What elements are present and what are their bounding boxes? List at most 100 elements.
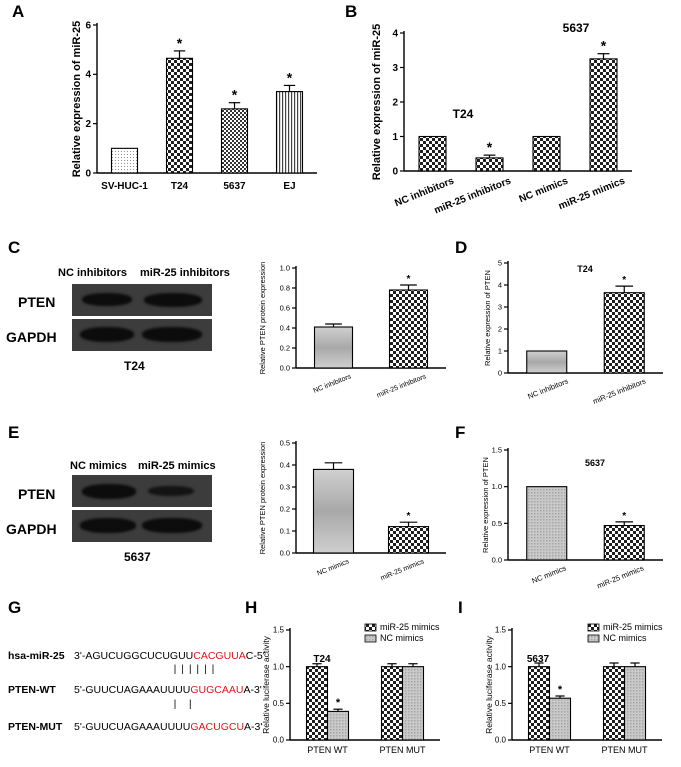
seq-name: PTEN-MUT: [8, 721, 63, 733]
x-tick-label: miR-25 mimics: [380, 558, 426, 582]
blot-lane-label-2: miR-25 inhibitors: [140, 267, 230, 279]
bar: [475, 157, 504, 172]
y-tick-label: 1: [392, 132, 398, 143]
x-tick-label: NC mimics: [316, 558, 350, 577]
seq-seed: GUGCAAU: [190, 684, 244, 696]
blot-lane-label-1: NC mimics: [70, 460, 127, 472]
bar: [603, 292, 645, 374]
y-tick-label: 0.1: [280, 527, 290, 536]
seq-row-pten-mut: PTEN-MUT 5'-GUUCUAGAAAUUUUGACUGCUA-3': [8, 721, 262, 733]
significance-marker: *: [622, 511, 626, 522]
y-tick-label: 3: [392, 63, 398, 74]
y-tick-label: 0.5: [273, 699, 285, 708]
seq-post: A-3': [243, 684, 262, 696]
y-tick-label: 1.0: [492, 482, 502, 491]
bar: [313, 326, 354, 369]
y-axis-label: Relative luciferase activity: [484, 635, 494, 734]
x-tick-label: miR-25 inhibitors: [376, 373, 428, 399]
y-tick-label: 0.5: [495, 699, 507, 708]
y-tick-label: 4: [85, 70, 91, 81]
legend-swatch: [364, 623, 377, 632]
group-label-t24: T24: [453, 107, 474, 121]
bar: [312, 468, 355, 554]
seq-name: hsa-miR-25: [8, 650, 65, 662]
bar: [548, 697, 572, 741]
blot-band: [82, 484, 136, 499]
blot-row-label-pten: PTEN: [18, 486, 56, 502]
seq-pre: 5'-GUUCUAGAAAUUUU: [74, 721, 191, 733]
bar: [380, 666, 404, 741]
y-tick-label: 5: [498, 259, 502, 268]
y-tick-label: 0.4: [280, 324, 290, 333]
significance-marker: *: [177, 35, 183, 51]
bar: [526, 486, 568, 561]
blot-lane-label-1: NC inhibitors: [58, 267, 128, 279]
chart-title: 5637: [585, 458, 605, 468]
y-tick-label: 0.0: [273, 736, 285, 745]
bar: [110, 147, 139, 174]
blot-band: [142, 327, 202, 342]
blot-lane-label-2: miR-25 mimics: [138, 460, 216, 472]
y-tick-label: 1.0: [495, 662, 507, 671]
y-tick-label: 0.5: [280, 439, 290, 448]
seq-post: C-5': [245, 650, 265, 662]
y-tick-label: 4: [498, 281, 502, 290]
bar: [602, 666, 626, 741]
significance-marker: *: [622, 275, 626, 286]
significance-marker: *: [232, 87, 238, 103]
y-axis-label: Relative PTEN protein expression: [258, 262, 267, 375]
y-tick-label: 0.8: [280, 284, 290, 293]
panel-letter-g: G: [8, 598, 22, 617]
bar: [165, 57, 194, 174]
seq-pre: 5'-GUUCUAGAAAUUUU: [74, 684, 191, 696]
panel-letter-f: F: [455, 423, 466, 442]
blot-band: [80, 327, 134, 342]
y-tick-label: 1.0: [280, 264, 290, 273]
blot-cell-label: T24: [124, 359, 145, 373]
bar: [603, 524, 645, 561]
blot-row-label-gapdh: GAPDH: [6, 521, 57, 537]
x-tick-label: NC mimics: [531, 563, 568, 585]
bar: [589, 58, 618, 172]
panel-letter-d: D: [455, 238, 468, 257]
x-tick-label: 5637: [223, 181, 246, 192]
legend-label: miR-25 mimics: [603, 622, 663, 632]
y-axis-label: Relative expression of PTEN: [481, 457, 490, 553]
y-tick-label: 0.0: [495, 736, 507, 745]
x-tick-label: SV-HUC-1: [101, 181, 148, 192]
chart-c: 0.0 0.2 0.4 0.6 0.8 1.0 Relative PTEN protein …: [258, 262, 446, 400]
chart-d: 0 1 2 3 4 5 Relative expression of PTEN T24 NC i…: [483, 259, 663, 406]
x-tick-label: PTEN MUT: [380, 745, 427, 755]
western-blot-t24: NC inhibitors miR-25 inhibitors PTEN GAP…: [0, 262, 240, 382]
x-tick-label: EJ: [283, 181, 295, 192]
chart-title: T24: [313, 654, 331, 665]
significance-marker: *: [558, 684, 563, 696]
legend-label: NC mimics: [380, 633, 424, 643]
bar: [418, 135, 447, 172]
x-tick-label: T24: [171, 181, 189, 192]
seq-row-pten-wt: PTEN-WT 5'-GUUCUAGAAAUUUUGUGCAAUA-3': [8, 684, 262, 696]
y-tick-label: 0.5: [492, 519, 502, 528]
y-tick-label: 0.3: [280, 483, 290, 492]
x-tick-label: PTEN WT: [529, 745, 570, 755]
y-tick-label: 0.0: [280, 364, 290, 373]
western-blot-5637: NC mimics miR-25 mimics PTEN GAPDH 5637: [0, 455, 240, 575]
y-tick-label: 1.5: [492, 446, 502, 455]
significance-marker: *: [287, 69, 293, 85]
legend-swatch: [587, 634, 600, 643]
y-tick-label: 1.0: [273, 662, 285, 671]
y-axis-label: Relative expression of miR-25: [371, 24, 383, 181]
y-tick-label: 1: [498, 347, 502, 356]
significance-marker: *: [487, 139, 493, 155]
y-tick-label: 0.2: [280, 505, 290, 514]
y-axis-label: Relative expression of miR-25: [71, 21, 83, 178]
x-tick-label: PTEN MUT: [602, 745, 649, 755]
legend-swatch: [587, 623, 600, 632]
significance-marker: *: [407, 511, 411, 522]
panel-letter-i: I: [458, 598, 463, 617]
bar: [527, 666, 551, 741]
